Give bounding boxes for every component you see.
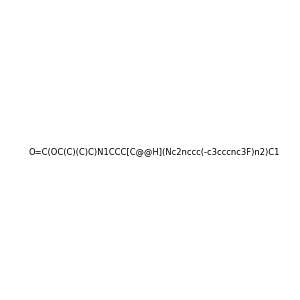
Text: O=C(OC(C)(C)C)N1CCC[C@@H](Nc2nccc(-c3cccnc3F)n2)C1: O=C(OC(C)(C)C)N1CCC[C@@H](Nc2nccc(-c3ccc… [28, 147, 279, 156]
